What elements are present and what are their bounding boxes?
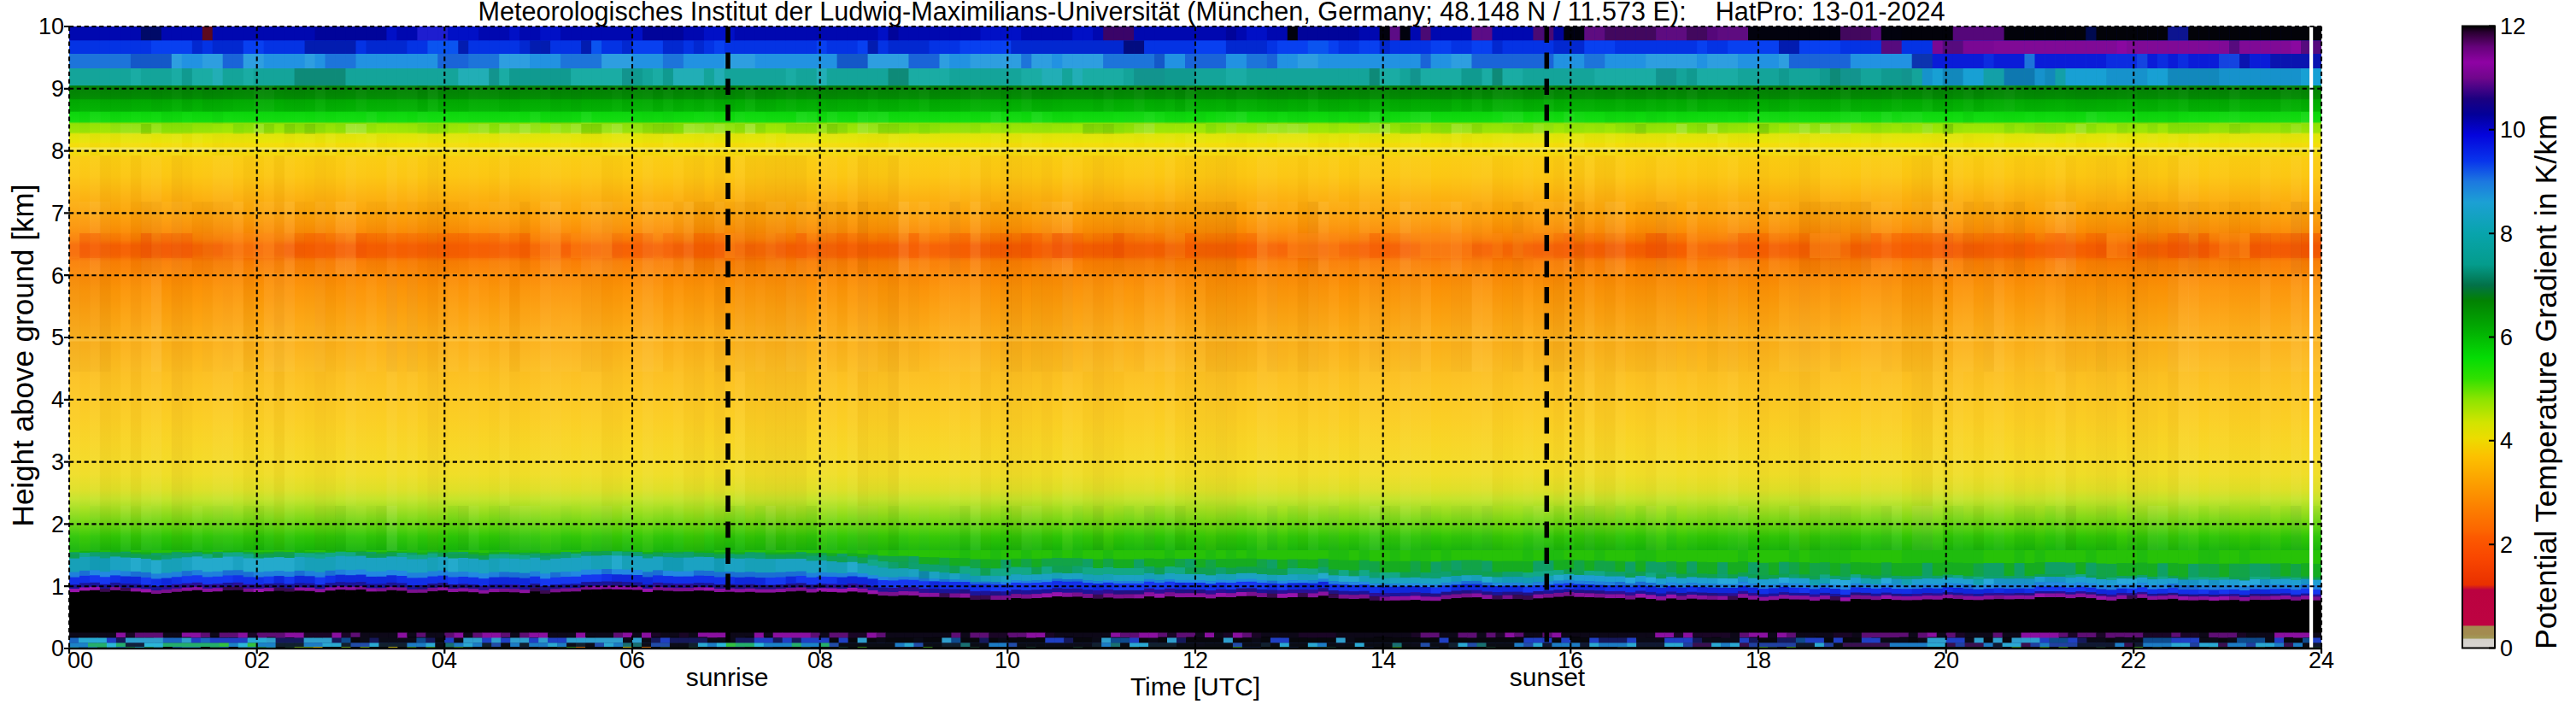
- svg-text:8: 8: [51, 138, 64, 164]
- svg-text:0: 0: [2500, 636, 2513, 661]
- svg-text:2: 2: [2500, 532, 2513, 558]
- svg-text:0: 0: [51, 636, 64, 661]
- svg-text:04: 04: [431, 648, 457, 673]
- svg-text:7: 7: [51, 201, 64, 226]
- svg-text:12: 12: [1182, 648, 1208, 673]
- svg-text:22: 22: [2121, 648, 2146, 673]
- svg-text:2: 2: [51, 512, 64, 537]
- svg-text:10: 10: [2500, 117, 2526, 143]
- svg-text:9: 9: [51, 76, 64, 102]
- svg-text:sunrise: sunrise: [686, 663, 769, 691]
- svg-text:08: 08: [807, 648, 833, 673]
- svg-text:24: 24: [2309, 648, 2334, 673]
- svg-text:00: 00: [67, 648, 93, 673]
- svg-text:Meteorologisches Institut der: Meteorologisches Institut der Ludwig-Max…: [478, 0, 1945, 26]
- svg-text:6: 6: [2500, 325, 2513, 350]
- svg-text:4: 4: [51, 387, 64, 413]
- svg-text:3: 3: [51, 449, 64, 475]
- svg-text:5: 5: [51, 325, 64, 350]
- svg-text:02: 02: [244, 648, 270, 673]
- svg-text:18: 18: [1746, 648, 1771, 673]
- svg-text:10: 10: [995, 648, 1020, 673]
- svg-text:8: 8: [2500, 221, 2513, 247]
- svg-text:Time [UTC]: Time [UTC]: [1130, 672, 1260, 701]
- svg-text:10: 10: [38, 14, 64, 39]
- svg-text:sunset: sunset: [1510, 663, 1586, 691]
- svg-text:Height above ground [km]: Height above ground [km]: [6, 185, 39, 527]
- svg-text:20: 20: [1933, 648, 1959, 673]
- svg-text:4: 4: [2500, 428, 2513, 454]
- svg-text:06: 06: [619, 648, 645, 673]
- svg-text:1: 1: [51, 574, 64, 600]
- svg-text:6: 6: [51, 263, 64, 289]
- svg-text:12: 12: [2500, 14, 2526, 39]
- svg-text:14: 14: [1370, 648, 1396, 673]
- svg-text:Potential Temperature Gradient: Potential Temperature Gradient in K/km: [2529, 114, 2563, 649]
